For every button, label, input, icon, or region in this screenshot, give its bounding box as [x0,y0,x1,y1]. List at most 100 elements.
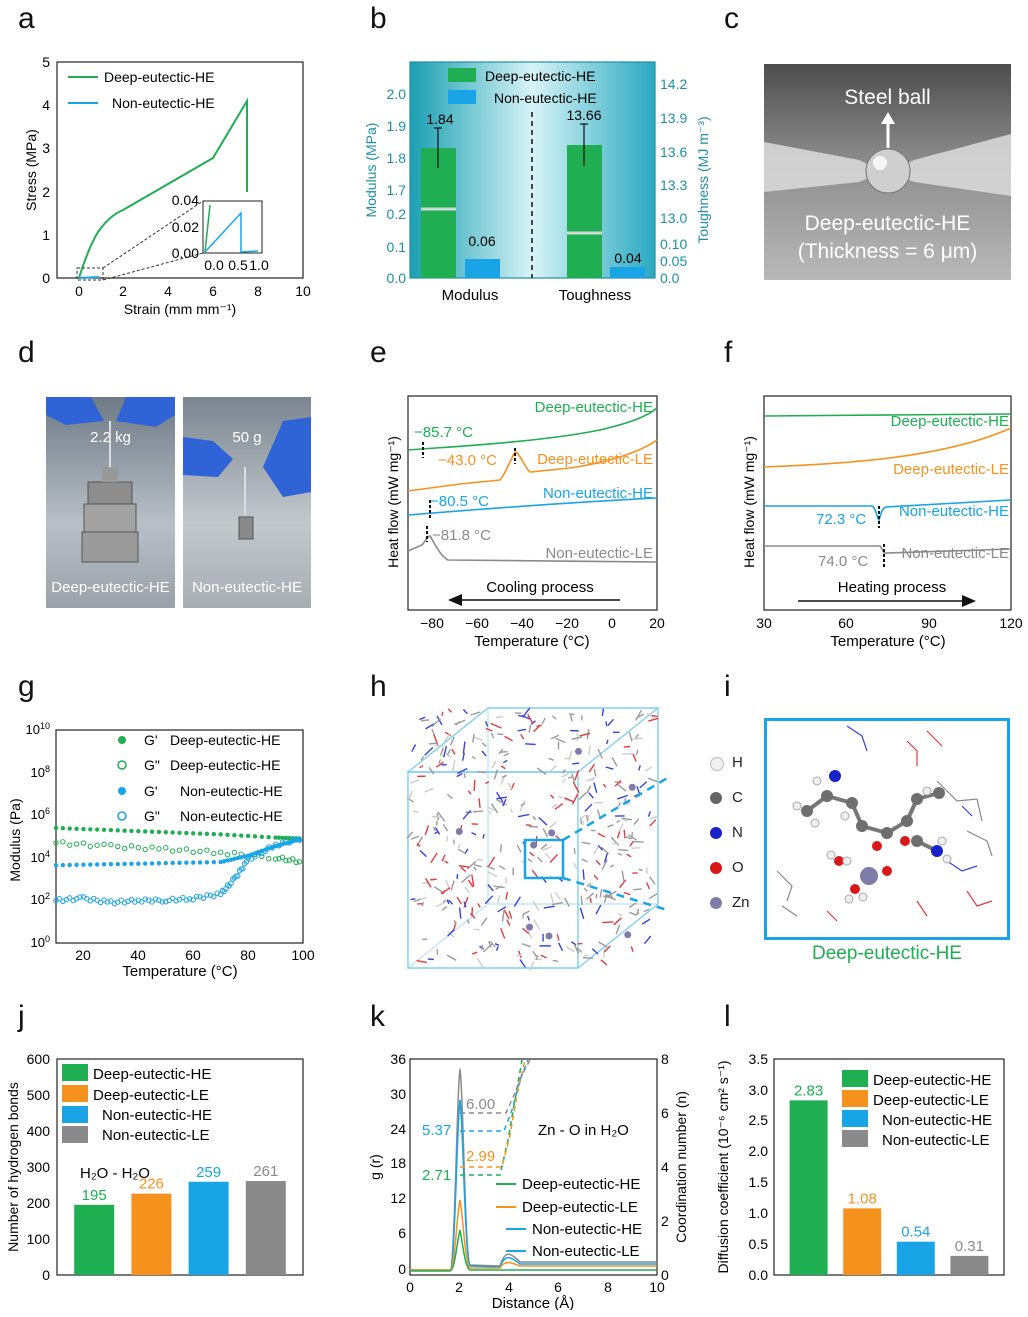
bond-fragment [462,809,472,820]
bond-fragment [597,832,606,838]
bond-fragment [607,718,614,726]
series-label: Deep-eutectic-LE [537,451,653,468]
bond-fragment [490,803,499,814]
label-steel-ball: Steel ball [844,86,931,109]
bond-fragment [536,767,547,775]
bond-fragment [586,785,592,794]
bond-fragment [603,946,606,959]
data-point [265,855,272,862]
bond-fragment [636,713,645,719]
bond-fragment [462,741,466,754]
x-ticks: −80 −60 −40 −20 0 20 [420,615,665,631]
zoom-line [562,876,670,913]
bond-fragment [540,954,547,959]
inset-x-tick: 1.0 [249,257,269,273]
x-tick: 4 [164,283,172,299]
x-tick: 60 [185,947,201,963]
bond-fragment [585,779,594,782]
bond-fragment [519,959,526,968]
bond-fragment [571,793,579,805]
bond-fragment [552,959,559,963]
data-point [279,839,286,845]
chart-l: 2.83 1.08 0.54 0.31 0.0 0.5 1.0 1.5 2.0 2.5… [715,1051,1005,1283]
data-point [170,860,175,866]
film-left [764,142,884,192]
data-point [60,826,66,831]
atom-o [850,884,860,894]
atom-c [856,820,868,832]
data-point [272,856,279,862]
bond-fragment [632,753,637,762]
bond-fragment [442,824,449,832]
data-point [149,899,155,905]
x-tick: −40 [510,615,534,631]
glove-left [46,397,104,425]
curve-deep-eutectic-he [407,407,658,451]
zn-ion [526,923,534,931]
bar-value-label: 0.54 [901,1224,930,1241]
data-point [240,866,246,872]
data-point [152,896,159,902]
zoom-structure-frame [764,718,1010,940]
y-tick: 0.0 [387,270,407,286]
bond-fragment [472,733,475,743]
bond-fragment [576,947,583,953]
bond-fragment [561,769,566,774]
bond-fragment [529,851,535,857]
y-tick: 0 [42,1267,50,1283]
bond-fragment [490,722,502,729]
bond-fragment [442,899,447,904]
bond-fragment [446,954,457,962]
photo-drawing [764,112,1011,196]
bond-fragment [441,711,444,716]
bond-fragment [452,759,456,772]
bond-fragment [616,831,621,839]
data-point [149,844,155,850]
zn-ion [545,932,553,940]
x-tick: −60 [465,615,489,631]
bond-fragment [535,954,539,960]
bond-fragment [545,853,552,860]
data-point [176,847,183,853]
curve-deep-eutectic-le [763,427,1012,468]
atom-legend-item: Zn [700,892,760,927]
bond-fragment [617,913,623,917]
data-point [156,829,162,835]
bond-fragment [488,856,496,867]
bond-fragment [478,798,481,809]
data-point [135,844,142,851]
legend-label: Non-eutectic-HE [532,1221,642,1238]
left-ticks: 0.0 0.1 0.2 1.7 1.8 1.9 2.0 [387,86,407,286]
label-thickness: (Thickness = 6 μm) [797,240,978,263]
data-point [115,828,120,833]
data-point [87,898,94,904]
zn-ion [574,747,582,755]
data-point [263,847,268,852]
photo-deep-eutectic-weight: 2.2 kg Deep-eutectic-HE [46,397,175,608]
bond-fragment [527,915,530,921]
cn-label: 2.71 [422,1167,451,1184]
bond-fragment [593,782,598,793]
caption-non-eutectic-he: Non-eutectic-HE [191,579,303,596]
bond-fragment [460,866,467,873]
data-point [235,855,241,861]
x-tick: 20 [75,947,91,963]
bond-fragment [473,866,477,871]
bond-fragment [424,825,430,836]
plot-frame [763,395,1012,611]
y-axis-label: Heat flow (mW mg⁻¹) [741,436,757,568]
right-ticks: 0.0 0.05 0.10 13.0 13.3 13.6 13.9 14.2 [660,76,687,286]
bond-fragment [626,853,632,858]
bond-fragment [595,904,602,915]
bond-fragment [419,716,426,721]
data-point [149,829,155,834]
bond-fragment [564,797,575,803]
y-tick: 2 [42,184,50,200]
atom-legend-item: H [700,752,760,787]
atom-zn [860,867,878,885]
bond-fragment [580,895,583,906]
bond-fragment [428,767,435,775]
bar-non-eutectic-he [188,1181,229,1275]
bond-fragment [457,767,468,775]
y-tick: 13.0 [660,210,687,226]
